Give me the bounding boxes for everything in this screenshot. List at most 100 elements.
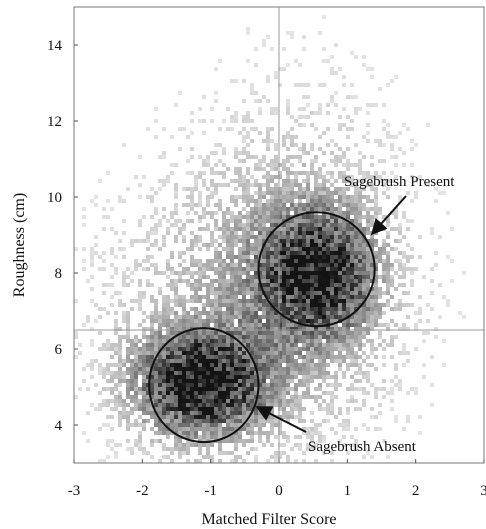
density-cell (114, 403, 118, 407)
density-cell (130, 407, 134, 411)
density-cell (306, 187, 310, 191)
density-cell (306, 311, 310, 315)
density-cell (274, 219, 278, 223)
density-cell (374, 255, 378, 259)
density-cell (330, 243, 334, 247)
density-cell (354, 275, 358, 279)
density-cell (342, 231, 346, 235)
density-cell (362, 55, 366, 59)
density-cell (294, 271, 298, 275)
density-cell (278, 343, 282, 347)
density-cell (238, 335, 242, 339)
density-cell (274, 199, 278, 203)
density-cell (262, 423, 266, 427)
density-cell (234, 351, 238, 355)
density-cell (154, 319, 158, 323)
density-cell (114, 319, 118, 323)
density-cell (90, 259, 94, 263)
density-cell (142, 335, 146, 339)
density-cell (266, 439, 270, 443)
density-cell (294, 295, 298, 299)
density-cell (134, 383, 138, 387)
density-cell (226, 387, 230, 391)
density-cell (178, 279, 182, 283)
density-cell (274, 455, 278, 459)
density-cell (350, 127, 354, 131)
density-cell (174, 363, 178, 367)
density-cell (362, 295, 366, 299)
density-cell (314, 223, 318, 227)
density-cell (326, 251, 330, 255)
density-cell (282, 191, 286, 195)
density-cell (282, 47, 286, 51)
density-cell (278, 275, 282, 279)
density-cell (302, 295, 306, 299)
density-cell (230, 327, 234, 331)
density-cell (362, 243, 366, 247)
density-cell (262, 343, 266, 347)
density-cell (170, 267, 174, 271)
density-cell (286, 247, 290, 251)
density-cell (154, 107, 158, 111)
density-cell (278, 203, 282, 207)
density-cell (326, 447, 330, 451)
density-cell (146, 395, 150, 399)
density-cell (250, 311, 254, 315)
density-cell (226, 223, 230, 227)
density-cell (342, 339, 346, 343)
density-cell (326, 343, 330, 347)
density-cell (254, 415, 258, 419)
density-cell (218, 259, 222, 263)
density-cell (298, 419, 302, 423)
density-cell (342, 335, 346, 339)
density-cell (318, 175, 322, 179)
density-cell (334, 327, 338, 331)
density-cell (274, 291, 278, 295)
density-cell (306, 179, 310, 183)
density-cell (370, 175, 374, 179)
density-cell (254, 387, 258, 391)
density-cell (318, 103, 322, 107)
density-cell (302, 235, 306, 239)
density-cell (322, 319, 326, 323)
density-cell (210, 195, 214, 199)
density-cell (250, 303, 254, 307)
density-cell (234, 275, 238, 279)
density-cell (266, 331, 270, 335)
density-cell (170, 279, 174, 283)
density-cell (142, 355, 146, 359)
density-cell (118, 367, 122, 371)
density-cell (374, 311, 378, 315)
density-cell (374, 175, 378, 179)
density-cell (218, 251, 222, 255)
density-cell (354, 291, 358, 295)
density-cell (182, 187, 186, 191)
density-cell (298, 307, 302, 311)
density-cell (138, 391, 142, 395)
density-cell (134, 263, 138, 267)
density-cell (326, 347, 330, 351)
density-cell (394, 375, 398, 379)
density-cell (262, 167, 266, 171)
density-cell (190, 359, 194, 363)
density-cell (226, 383, 230, 387)
density-cell (310, 359, 314, 363)
density-cell (282, 67, 286, 71)
density-cell (226, 347, 230, 351)
density-cell (322, 307, 326, 311)
density-cell (174, 367, 178, 371)
density-cell (346, 299, 350, 303)
density-cell (246, 115, 250, 119)
density-cell (266, 203, 270, 207)
density-cell (246, 271, 250, 275)
density-cell (246, 243, 250, 247)
density-cell (234, 231, 238, 235)
density-cell (174, 303, 178, 307)
density-cell (218, 183, 222, 187)
density-cell (110, 295, 114, 299)
density-cell (242, 255, 246, 259)
density-cell (150, 295, 154, 299)
density-cell (158, 391, 162, 395)
density-cell (310, 203, 314, 207)
density-cell (382, 243, 386, 247)
